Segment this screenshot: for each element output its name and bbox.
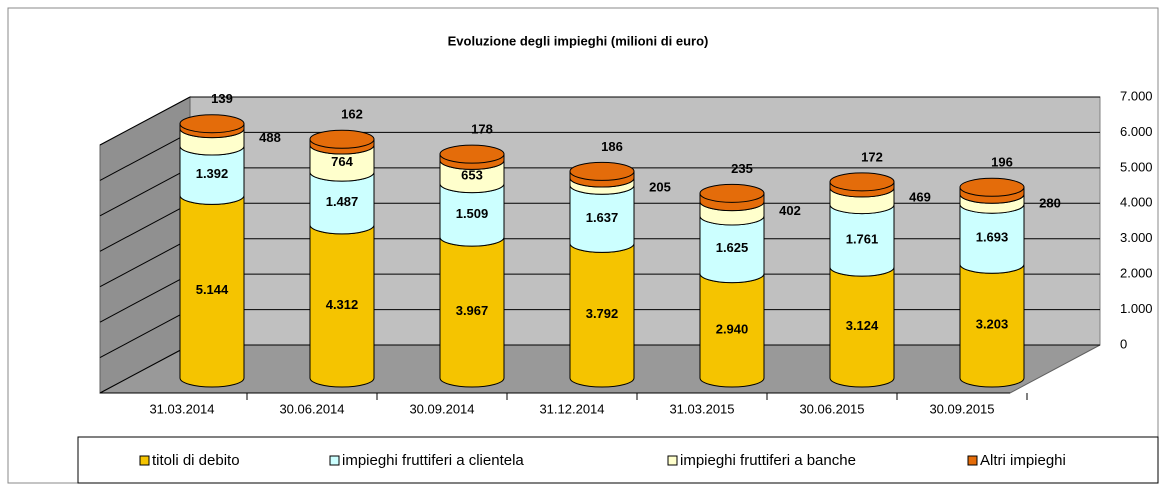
- segment: [829, 204, 895, 277]
- grid-line-side: [99, 131, 191, 181]
- value-label: 280: [1039, 196, 1061, 211]
- value-label: 1.693: [976, 230, 1009, 245]
- segment: [959, 203, 1025, 274]
- legend-swatch: [139, 455, 150, 466]
- value-label: 162: [341, 107, 363, 122]
- value-label: 139: [211, 91, 233, 106]
- segment: [959, 263, 1025, 388]
- value-label: 764: [331, 154, 353, 169]
- legend-swatch: [329, 455, 340, 466]
- y-tick-label: 7.000: [1120, 88, 1153, 103]
- y-tick-label: 4.000: [1120, 195, 1153, 210]
- segment: [179, 194, 245, 388]
- value-label: 172: [861, 149, 883, 164]
- value-label: 1.392: [196, 166, 229, 181]
- legend-label: titoli di debito: [152, 452, 240, 469]
- value-label: 469: [909, 189, 931, 204]
- segment: [309, 224, 375, 388]
- grid-line-side: [99, 309, 191, 359]
- segment: [569, 242, 635, 388]
- x-tick-label: 31.03.2014: [149, 401, 214, 416]
- value-label: 4.312: [326, 297, 359, 312]
- value-label: 205: [649, 179, 671, 194]
- x-tick-label: 30.06.2015: [799, 401, 864, 416]
- value-label: 5.144: [196, 282, 229, 297]
- value-label: 653: [461, 167, 483, 182]
- y-tick-label: 6.000: [1120, 124, 1153, 139]
- segment-top: [179, 114, 245, 134]
- value-label: 3.124: [846, 318, 879, 333]
- value-label: 1.509: [456, 206, 489, 221]
- legend-label: impieghi fruttiferi a clientela: [342, 452, 524, 469]
- x-tick-label: 30.06.2014: [279, 401, 344, 416]
- value-label: 2.940: [716, 321, 749, 336]
- y-tick-label: 0: [1120, 336, 1127, 351]
- legend-label: Altri impieghi: [980, 452, 1066, 469]
- value-label: 196: [991, 155, 1013, 170]
- legend: [77, 436, 1159, 484]
- value-label: 178: [471, 122, 493, 137]
- x-tick-label: 30.09.2014: [409, 401, 474, 416]
- value-label: 235: [731, 161, 753, 176]
- grid-line-side: [99, 202, 191, 252]
- value-label: 3.967: [456, 303, 489, 318]
- x-tick-label: 30.09.2015: [929, 401, 994, 416]
- y-tick-label: 2.000: [1120, 266, 1153, 281]
- segment-top: [309, 129, 375, 149]
- segment: [829, 266, 895, 388]
- segment-top: [439, 144, 505, 164]
- y-tick-label: 5.000: [1120, 159, 1153, 174]
- y-tick-label: 3.000: [1120, 230, 1153, 245]
- value-label: 3.203: [976, 317, 1009, 332]
- segment-top: [569, 161, 635, 181]
- value-label: 186: [601, 139, 623, 154]
- segment: [439, 236, 505, 388]
- x-tick-label: 31.03.2015: [669, 401, 734, 416]
- segment: [309, 171, 375, 235]
- legend-swatch: [967, 455, 978, 466]
- x-tick-label: 31.12.2014: [539, 401, 604, 416]
- segment-top: [699, 183, 765, 203]
- value-label: 402: [779, 203, 801, 218]
- value-label: 1.637: [586, 210, 619, 225]
- segment-top: [829, 172, 895, 192]
- segment: [439, 183, 505, 247]
- grid-line-side: [99, 273, 191, 323]
- grid-line-side: [99, 167, 191, 217]
- legend-label: impieghi fruttiferi a banche: [680, 452, 856, 469]
- chart-title: Evoluzione degli impieghi (milioni di eu…: [448, 33, 709, 48]
- side-wall: [99, 96, 191, 394]
- segment-top: [959, 177, 1025, 197]
- value-label: 3.792: [586, 306, 619, 321]
- grid-line-side: [99, 238, 191, 288]
- value-label: 488: [259, 130, 281, 145]
- segment: [179, 145, 245, 205]
- segment: [569, 184, 635, 253]
- value-label: 1.487: [326, 194, 359, 209]
- value-label: 1.761: [846, 231, 879, 246]
- y-tick-label: 1.000: [1120, 301, 1153, 316]
- grid-line-side: [99, 96, 191, 146]
- legend-swatch: [667, 455, 678, 466]
- grid-line-side: [99, 344, 191, 394]
- segment: [699, 215, 765, 284]
- segment: [699, 273, 765, 388]
- segment: [309, 144, 375, 182]
- value-label: 1.625: [716, 240, 749, 255]
